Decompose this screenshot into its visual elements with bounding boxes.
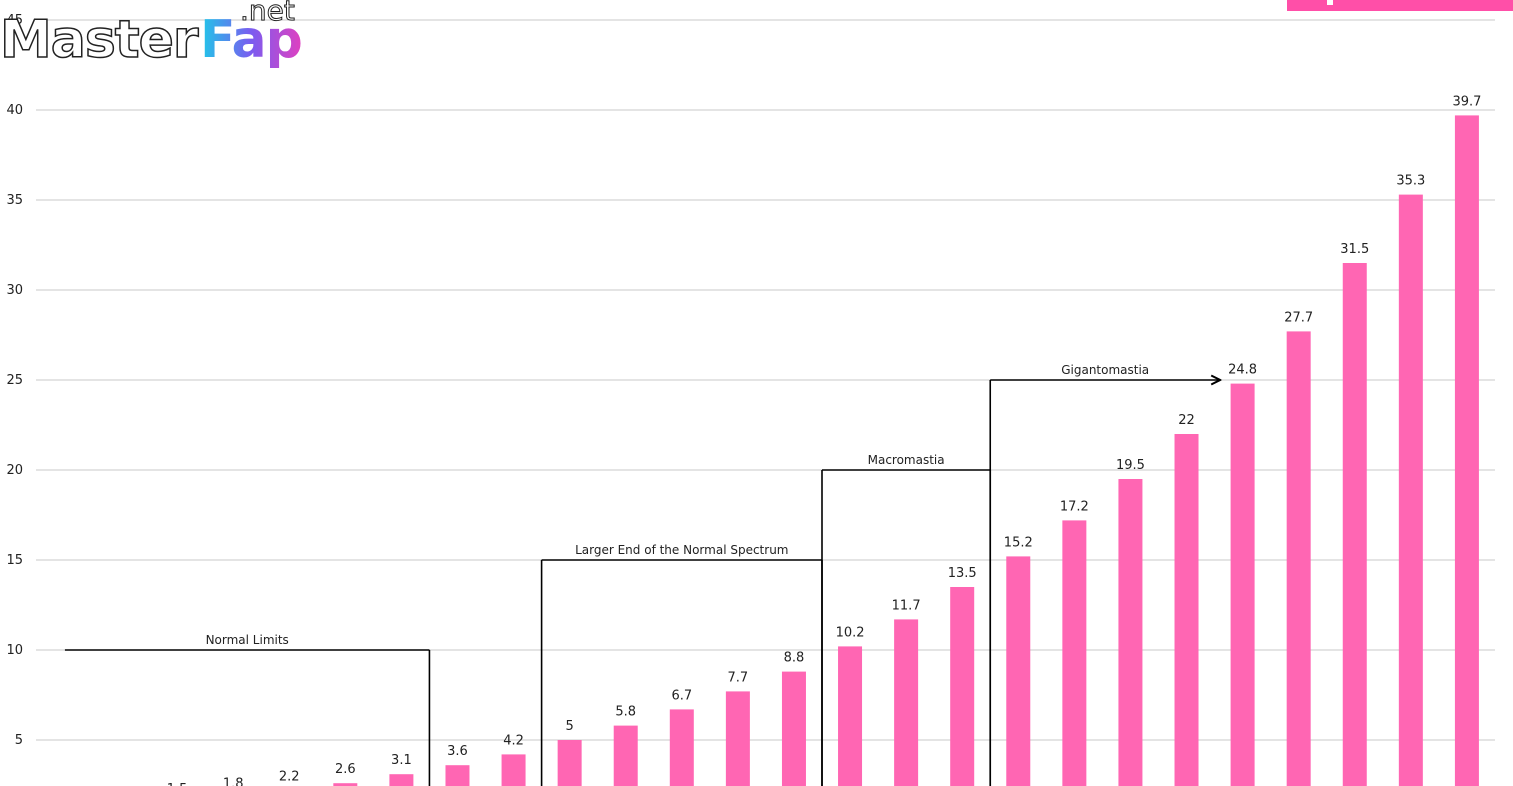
data-label: 5.8 <box>615 705 636 720</box>
bar <box>389 774 414 786</box>
data-label: 5 <box>565 719 573 734</box>
y-tick-label: 15 <box>6 553 23 568</box>
bar <box>1286 331 1311 786</box>
data-label: 1.8 <box>223 777 244 786</box>
data-label: 2.6 <box>335 762 356 777</box>
annotation-label: Gigantomastia <box>1061 363 1149 377</box>
data-label: 11.7 <box>892 598 921 613</box>
data-label: 7.7 <box>728 670 749 685</box>
annotation-label: Larger End of the Normal Spectrum <box>575 543 788 557</box>
data-label: 19.5 <box>1116 458 1145 473</box>
data-label: 35.3 <box>1396 174 1425 189</box>
y-tick-label: 25 <box>6 373 23 388</box>
grid-lines <box>36 19 1495 741</box>
data-label: 17.2 <box>1060 499 1089 514</box>
bar <box>781 671 806 786</box>
y-tick-label: 30 <box>6 283 23 298</box>
y-tick-label: 10 <box>6 643 23 658</box>
logo-net-text: .net <box>240 0 296 28</box>
data-label: 3.1 <box>391 753 412 768</box>
data-label: 13.5 <box>948 566 977 581</box>
bar <box>1174 434 1199 786</box>
y-tick-label: 45 <box>6 13 23 28</box>
bar <box>557 740 582 786</box>
bar <box>1398 194 1423 786</box>
bar <box>1118 479 1143 786</box>
bar <box>501 754 526 786</box>
data-label: 15.2 <box>1004 535 1033 550</box>
bars <box>333 115 1479 786</box>
y-tick-label: 20 <box>6 463 23 478</box>
logo-master-text: Master <box>0 9 199 71</box>
bar <box>838 646 863 786</box>
annotation-label: Macromastia <box>868 453 945 467</box>
y-axis-ticks: 5 10 15 20 25 30 35 40 45 <box>6 13 23 748</box>
bar <box>333 783 358 786</box>
data-label: 6.7 <box>671 688 692 703</box>
bar <box>613 725 638 786</box>
bar <box>894 619 919 786</box>
annotation-bracket: Gigantomastia <box>989 363 1220 786</box>
data-label: 39.7 <box>1452 94 1481 109</box>
bar <box>1230 383 1255 786</box>
annotation-label: Normal Limits <box>206 633 289 647</box>
data-label: 4.2 <box>503 733 524 748</box>
data-label: 24.8 <box>1228 363 1257 378</box>
site-logo[interactable]: Master Fap .net <box>0 0 310 80</box>
y-tick-label: 35 <box>6 193 23 208</box>
bar <box>950 587 975 786</box>
data-labels: 1.5 1.8 2.2 2.6 3.1 3.6 4.2 5 5.8 6.7 7.7 8.8 10.2 11… <box>167 94 1482 786</box>
bar <box>725 691 750 786</box>
data-label: 27.7 <box>1284 310 1313 325</box>
bar <box>1062 520 1087 786</box>
data-label: 1.5 <box>167 782 188 786</box>
bar <box>669 709 694 786</box>
bar <box>445 765 470 786</box>
annotation-bracket: Normal Limits <box>64 633 431 786</box>
bar <box>1454 115 1479 786</box>
data-label: 31.5 <box>1340 242 1369 257</box>
logo-fap-text: Fap <box>200 10 303 70</box>
data-label: 2.2 <box>279 769 300 784</box>
data-label: 22 <box>1178 413 1195 428</box>
bar <box>1342 263 1367 786</box>
y-tick-label: 40 <box>6 103 23 118</box>
bar <box>1006 556 1031 786</box>
y-tick-label: 5 <box>15 733 23 748</box>
category-annotations: Normal Limits Larger End of the Normal Sp… <box>64 363 1220 786</box>
data-label: 8.8 <box>784 651 805 666</box>
data-label: 3.6 <box>447 744 468 759</box>
corner-badge <box>1287 0 1513 11</box>
data-label: 10.2 <box>836 625 865 640</box>
